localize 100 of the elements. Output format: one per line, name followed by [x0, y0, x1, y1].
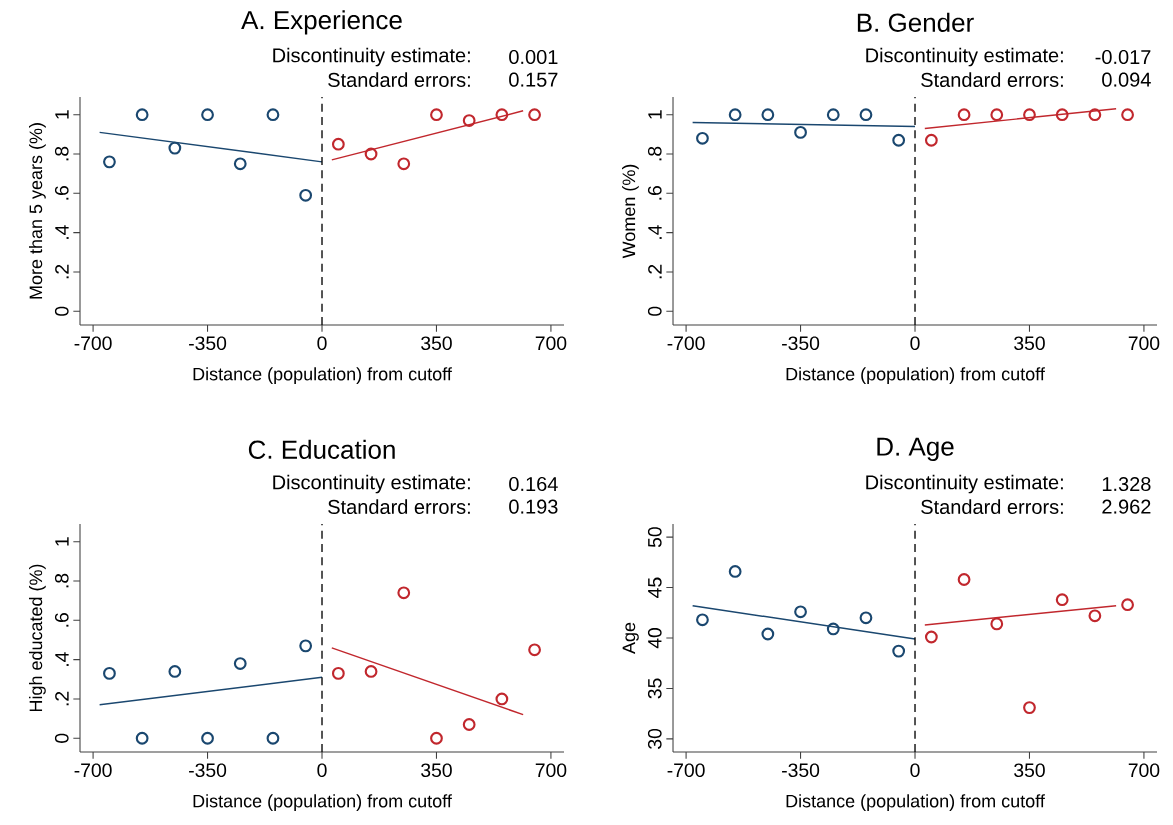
- point: [696, 131, 709, 145]
- point: [990, 617, 1004, 631]
- point: [528, 108, 541, 122]
- x-tick-label: 0: [317, 763, 327, 778]
- point: [103, 155, 116, 169]
- point: [826, 622, 840, 636]
- point: [957, 108, 971, 122]
- x-tick-label: 350: [421, 763, 452, 778]
- chart-title: B. Gender: [857, 12, 974, 32]
- x-axis-title: Distance (population) from cutoff: [786, 367, 1045, 385]
- x-tick-label: 350: [1014, 763, 1045, 778]
- y-tick-label: .6: [647, 186, 662, 200]
- point: [135, 108, 149, 122]
- point: [462, 114, 476, 127]
- y-tick-label: .2: [55, 264, 69, 279]
- point: [761, 108, 775, 122]
- x-axis-title: Distance (population) from cutoff: [193, 794, 452, 812]
- point: [728, 108, 742, 122]
- point: [201, 108, 214, 122]
- y-tick-label: .8: [54, 146, 69, 161]
- x-tick-label: 700: [535, 336, 567, 351]
- y-tick-label: .4: [55, 225, 69, 239]
- point: [364, 147, 378, 161]
- text: Standard errors:: [921, 499, 1063, 515]
- text: 0.193: [509, 499, 558, 514]
- y-tick-label: .6: [54, 186, 69, 200]
- x-tick-label: -700: [74, 336, 112, 351]
- text: -0.017: [1095, 49, 1151, 65]
- point: [364, 665, 378, 678]
- point: [1121, 108, 1134, 122]
- y-tick-label: .2: [648, 264, 662, 279]
- text: Standard errors:: [328, 72, 470, 88]
- y-tick-label: .6: [54, 613, 69, 627]
- y-tick-label: 1: [648, 110, 662, 119]
- point: [696, 613, 709, 627]
- point: [233, 657, 247, 670]
- point: [430, 731, 443, 745]
- y-tick-label: 0: [54, 733, 69, 743]
- x-tick-label: -350: [782, 336, 820, 351]
- y-tick-label: 30: [647, 728, 662, 749]
- point: [528, 643, 541, 657]
- point: [233, 157, 247, 171]
- x-tick-label: 700: [1128, 336, 1160, 351]
- y-tick-label: 35: [647, 678, 662, 699]
- x-tick-label: 0: [317, 336, 327, 351]
- point: [1121, 598, 1134, 612]
- y-tick-label: 1: [55, 537, 69, 546]
- point: [1023, 108, 1036, 122]
- x-tick-label: 700: [1128, 763, 1160, 778]
- point: [331, 137, 345, 151]
- point: [761, 627, 775, 641]
- point: [397, 586, 411, 600]
- y-tick-label: .4: [648, 225, 662, 239]
- point: [1023, 701, 1036, 715]
- x-tick-label: -700: [74, 763, 112, 778]
- point: [266, 108, 280, 122]
- point: [794, 125, 807, 139]
- text: Standard errors:: [328, 499, 470, 515]
- point: [201, 731, 214, 745]
- text: 2.962: [1102, 499, 1151, 514]
- x-tick-label: -350: [782, 763, 820, 778]
- x-tick-label: 350: [1014, 336, 1045, 351]
- y-axis-title: Age: [622, 622, 639, 654]
- point: [266, 731, 280, 745]
- y-axis-title: More than 5 years (%): [29, 123, 46, 299]
- y-axis-title: High educated (%): [29, 564, 46, 712]
- y-tick-label: 50: [647, 527, 662, 548]
- point: [1055, 108, 1069, 122]
- y-tick-label: .8: [54, 573, 69, 588]
- y-tick-label: 45: [648, 577, 662, 598]
- point: [826, 108, 840, 122]
- point: [1088, 108, 1102, 122]
- chart-title: A. Experience: [241, 10, 402, 35]
- point: [135, 731, 149, 745]
- x-tick-label: 0: [910, 336, 920, 351]
- point: [957, 573, 971, 586]
- x-tick-label: 0: [910, 763, 920, 778]
- point: [728, 565, 742, 578]
- text: 0.157: [509, 72, 558, 87]
- text: 0.094: [1102, 72, 1151, 87]
- y-tick-label: 40: [647, 628, 662, 649]
- text: 0.164: [509, 476, 558, 492]
- x-tick-label: -350: [189, 336, 227, 351]
- point: [1055, 593, 1069, 607]
- point: [859, 108, 873, 122]
- point: [331, 666, 345, 680]
- text: Discontinuity estimate:: [866, 47, 1063, 67]
- x-tick-label: -700: [667, 763, 705, 778]
- x-tick-label: -350: [189, 763, 227, 778]
- chart-title: C. Education: [248, 439, 395, 459]
- text: Discontinuity estimate:: [273, 474, 470, 494]
- text: 1.328: [1102, 476, 1151, 492]
- point: [168, 665, 182, 678]
- text: 0.001: [509, 49, 558, 65]
- point: [462, 718, 476, 731]
- y-tick-label: .8: [647, 146, 662, 161]
- point: [168, 141, 182, 155]
- point: [794, 605, 807, 619]
- point: [924, 133, 938, 147]
- point: [1088, 609, 1102, 623]
